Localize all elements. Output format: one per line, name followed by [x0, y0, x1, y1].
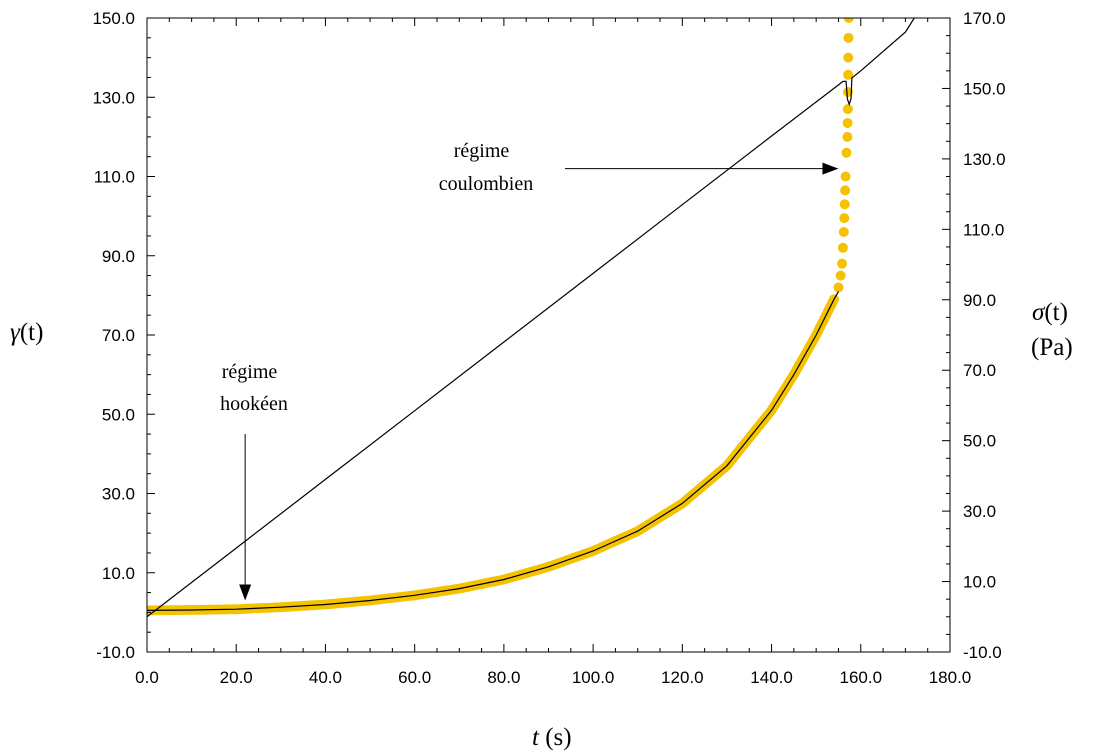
series-0-point	[839, 199, 850, 210]
x-tick-label: 160.0	[840, 668, 883, 687]
y-right-tick-label: 70.0	[963, 361, 996, 380]
y-right-tick-label: 130.0	[963, 150, 1006, 169]
x-title-var: t	[532, 724, 540, 751]
x-title-unit: (s)	[539, 724, 572, 751]
y-left-tick-label: 130.0	[92, 88, 135, 107]
y-left-title-var: γ	[10, 319, 21, 346]
annotation-hookean-line-1: régime	[222, 361, 278, 383]
x-tick-label: 80.0	[487, 668, 520, 687]
y-left-tick-label: 90.0	[102, 247, 135, 266]
series-0-point	[842, 86, 853, 97]
x-tick-label: 120.0	[661, 668, 704, 687]
y-right-tick-label: 90.0	[963, 291, 996, 310]
y-right-axis-title: σ(t)	[1032, 299, 1068, 326]
x-tick-label: 140.0	[750, 668, 793, 687]
y-right-title-var: σ	[1032, 299, 1046, 326]
x-tick-label: 20.0	[220, 668, 253, 687]
y-left-tick-label: 110.0	[94, 168, 135, 187]
y-left-tick-label: 150.0	[92, 9, 135, 28]
y-left-tick-label: -10.0	[96, 643, 135, 662]
x-tick-label: 180.0	[929, 668, 972, 687]
plot-frame	[146, 17, 951, 653]
x-tick-label: 40.0	[309, 668, 342, 687]
series-0-point	[839, 213, 850, 224]
x-tick-label: 100.0	[572, 668, 615, 687]
plot-layer	[147, 18, 915, 618]
x-tick-label: 0.0	[135, 668, 159, 687]
y-left-tick-label: 30.0	[102, 485, 135, 504]
y-right-tick-label: 30.0	[963, 502, 996, 521]
x-axis-title: t (s)	[532, 724, 572, 751]
arrow-coulomb-head	[822, 162, 839, 175]
x-tick-label: 60.0	[398, 668, 431, 687]
series-0-point	[843, 32, 854, 43]
arrow-hookean-head	[239, 584, 252, 601]
series-0-point	[843, 52, 854, 63]
series-0-point	[843, 18, 854, 23]
annotation-hookean: régime hookéen	[220, 361, 288, 415]
series-0-point	[837, 258, 848, 269]
annotation-coulomb-line-2: coulombien	[439, 173, 533, 195]
series-1-line	[147, 291, 840, 611]
y-right-tick-label: 50.0	[963, 432, 996, 451]
series-0-point	[835, 270, 846, 281]
series-0-point	[837, 242, 848, 253]
axes-layer: 0.0 20.0 40.0 60.0 80.0 100.0 120.0 140.0 160.0 1…	[92, 9, 1005, 687]
y-left-tick-label: 10.0	[102, 564, 135, 583]
y-left-tick-label: 70.0	[102, 326, 135, 345]
y-left-title-arg: (t)	[20, 319, 44, 346]
annotation-hookean-line-2: hookéen	[220, 393, 288, 415]
y-right-axis-unit: (Pa)	[1031, 334, 1073, 361]
annotation-coulomb: régime coulombien	[439, 140, 533, 195]
series-0-point	[842, 104, 853, 115]
y-left-tick-label: 50.0	[102, 405, 135, 424]
y-right-tick-label: -10.0	[963, 643, 1002, 662]
y-right-title-arg: (t)	[1044, 299, 1068, 326]
series-0-point	[842, 118, 853, 129]
y-right-tick-label: 150.0	[963, 79, 1006, 98]
y-left-axis-title: γ(t)	[10, 319, 43, 346]
series-0-point	[840, 171, 851, 182]
series-0-point	[842, 131, 853, 142]
labels-layer: γ(t) σ(t) (Pa) t (s) régime hookéen régi…	[10, 140, 1073, 751]
series-0-point	[843, 69, 854, 80]
series-0-point	[841, 147, 852, 158]
y-right-tick-label: 10.0	[963, 573, 996, 592]
y-right-tick-label: 110.0	[963, 220, 1004, 239]
y-right-tick-label: 170.0	[963, 9, 1006, 28]
series-0-markers	[147, 18, 854, 616]
series-0-point	[833, 282, 844, 293]
annotation-coulomb-line-1: régime	[454, 140, 510, 162]
series-2-line	[147, 18, 915, 618]
series-0-point	[840, 185, 851, 196]
series-0-point	[838, 226, 849, 237]
